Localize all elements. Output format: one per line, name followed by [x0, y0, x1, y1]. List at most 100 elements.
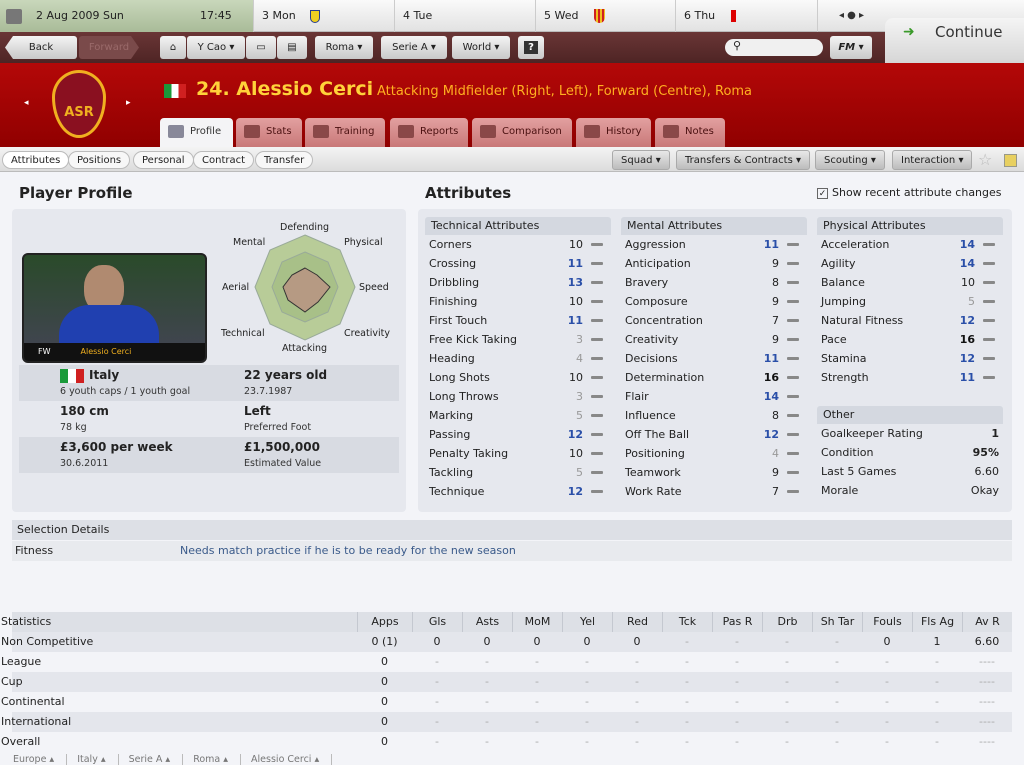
- attribute-row[interactable]: Balance 10: [817, 273, 1003, 292]
- column-header[interactable]: Statistics: [1, 615, 52, 628]
- attribute-row[interactable]: Bravery 8: [621, 273, 807, 292]
- attribute-row[interactable]: Long Throws 3: [425, 387, 611, 406]
- scouting-menu[interactable]: Scouting ▾: [815, 150, 885, 170]
- column-header[interactable]: Gls: [412, 612, 462, 632]
- other-label: Morale: [821, 484, 859, 497]
- attribute-row[interactable]: Strength 11: [817, 368, 1003, 387]
- nationality[interactable]: Italy: [89, 368, 120, 382]
- star-icon[interactable]: ☆: [978, 150, 993, 169]
- attribute-row[interactable]: Corners 10: [425, 235, 611, 254]
- column-header[interactable]: Fls Ag: [912, 612, 962, 632]
- attribute-row[interactable]: Determination 16: [621, 368, 807, 387]
- attribute-row[interactable]: Agility 14: [817, 254, 1003, 273]
- breadcrumb-item[interactable]: Europe ▴: [13, 754, 68, 765]
- transfers-contracts-menu[interactable]: Transfers & Contracts ▾: [676, 150, 811, 170]
- column-header[interactable]: Red: [612, 612, 662, 632]
- attribute-row[interactable]: Stamina 12: [817, 349, 1003, 368]
- subtab-personal[interactable]: Personal: [133, 151, 194, 169]
- attribute-row[interactable]: Free Kick Taking 3: [425, 330, 611, 349]
- day-3[interactable]: 3 Mon: [253, 0, 394, 32]
- column-header[interactable]: Apps: [357, 612, 412, 632]
- column-header[interactable]: Sh Tar: [812, 612, 862, 632]
- column-header[interactable]: MoM: [512, 612, 562, 632]
- column-header[interactable]: Fouls: [862, 612, 912, 632]
- news-icon[interactable]: ▤: [277, 36, 307, 59]
- column-header[interactable]: Tck: [662, 612, 712, 632]
- attribute-row[interactable]: Work Rate 7: [621, 482, 807, 501]
- attribute-row[interactable]: Marking 5: [425, 406, 611, 425]
- tab-training[interactable]: Training: [305, 118, 385, 147]
- attribute-name: Determination: [625, 371, 705, 384]
- attribute-row[interactable]: Acceleration 14: [817, 235, 1003, 254]
- tab-profile[interactable]: Profile: [160, 118, 233, 147]
- attribute-row[interactable]: Passing 12: [425, 425, 611, 444]
- attribute-row[interactable]: Penalty Taking 10: [425, 444, 611, 463]
- breadcrumb-item[interactable]: Serie A ▴: [118, 754, 184, 765]
- column-header[interactable]: Drb: [762, 612, 812, 632]
- attribute-row[interactable]: Off The Ball 12: [621, 425, 807, 444]
- subtab-positions[interactable]: Positions: [68, 151, 131, 169]
- squad-menu[interactable]: Squad ▾: [612, 150, 670, 170]
- tab-notes[interactable]: Notes: [655, 118, 725, 147]
- manager-menu[interactable]: Y Cao ▾: [187, 36, 245, 59]
- inbox-icon[interactable]: ▭: [246, 36, 276, 59]
- forward-button[interactable]: Forward: [79, 36, 139, 59]
- breadcrumb-item[interactable]: Roma ▴: [183, 754, 242, 765]
- column-header[interactable]: Av R: [962, 612, 1012, 632]
- search-input[interactable]: ⚲: [725, 39, 823, 56]
- home-icon[interactable]: ⌂: [160, 36, 186, 59]
- attribute-row[interactable]: Natural Fitness 12: [817, 311, 1003, 330]
- show-changes-checkbox[interactable]: ✓ Show recent attribute changes: [817, 186, 1002, 199]
- attribute-row[interactable]: Crossing 11: [425, 254, 611, 273]
- fm-menu[interactable]: FM ▾: [830, 36, 872, 59]
- attribute-change-icon: [787, 490, 799, 493]
- attribute-row[interactable]: Composure 9: [621, 292, 807, 311]
- attribute-row[interactable]: Heading 4: [425, 349, 611, 368]
- attribute-row[interactable]: Concentration 7: [621, 311, 807, 330]
- attribute-row[interactable]: Pace 16: [817, 330, 1003, 349]
- prev-player-icon[interactable]: ◂: [24, 98, 29, 108]
- interaction-menu[interactable]: Interaction ▾: [892, 150, 973, 170]
- attribute-row[interactable]: Dribbling 13: [425, 273, 611, 292]
- column-header[interactable]: Yel: [562, 612, 612, 632]
- tab-comparison[interactable]: Comparison: [472, 118, 572, 147]
- attribute-row[interactable]: First Touch 11: [425, 311, 611, 330]
- subtab-transfer[interactable]: Transfer: [255, 151, 314, 169]
- day-5[interactable]: 5 Wed: [535, 0, 675, 32]
- continue-button[interactable]: ➜ Continue: [885, 18, 1024, 63]
- league-menu[interactable]: Serie A ▾: [381, 36, 447, 59]
- attribute-row[interactable]: Anticipation 9: [621, 254, 807, 273]
- attribute-row[interactable]: Long Shots 10: [425, 368, 611, 387]
- column-header[interactable]: Asts: [462, 612, 512, 632]
- tab-stats[interactable]: Stats: [236, 118, 302, 147]
- add-note-icon[interactable]: [1004, 154, 1017, 167]
- attribute-row[interactable]: Jumping 5: [817, 292, 1003, 311]
- subtab-contract[interactable]: Contract: [193, 151, 255, 169]
- breadcrumb-item[interactable]: Alessio Cerci ▴: [241, 754, 333, 765]
- attribute-row[interactable]: Aggression 11: [621, 235, 807, 254]
- subtab-attributes[interactable]: Attributes: [2, 151, 70, 169]
- world-menu[interactable]: World ▾: [452, 36, 510, 59]
- attribute-row[interactable]: Influence 8: [621, 406, 807, 425]
- next-player-icon[interactable]: ▸: [126, 98, 131, 108]
- attribute-row[interactable]: Technique 12: [425, 482, 611, 501]
- tab-reports[interactable]: Reports: [390, 118, 468, 147]
- help-button[interactable]: ?: [518, 36, 544, 59]
- attribute-row[interactable]: Decisions 11: [621, 349, 807, 368]
- current-date[interactable]: 2 Aug 2009 Sun 17:45: [0, 0, 253, 32]
- column-header[interactable]: Pas R: [712, 612, 762, 632]
- calendar-scroll-control[interactable]: ◂ ● ▸: [817, 0, 885, 32]
- day-6[interactable]: 6 Thu: [675, 0, 817, 32]
- attribute-row[interactable]: Creativity 9: [621, 330, 807, 349]
- attribute-row[interactable]: Tackling 5: [425, 463, 611, 482]
- day-4[interactable]: 4 Tue: [394, 0, 535, 32]
- other-value: 1: [991, 427, 999, 440]
- attribute-row[interactable]: Teamwork 9: [621, 463, 807, 482]
- tab-history[interactable]: History: [576, 118, 651, 147]
- back-button[interactable]: Back: [5, 36, 77, 59]
- attribute-row[interactable]: Finishing 10: [425, 292, 611, 311]
- breadcrumb-item[interactable]: Italy ▴: [67, 754, 119, 765]
- attribute-row[interactable]: Flair 14: [621, 387, 807, 406]
- attribute-row[interactable]: Positioning 4: [621, 444, 807, 463]
- club-menu[interactable]: Roma ▾: [315, 36, 373, 59]
